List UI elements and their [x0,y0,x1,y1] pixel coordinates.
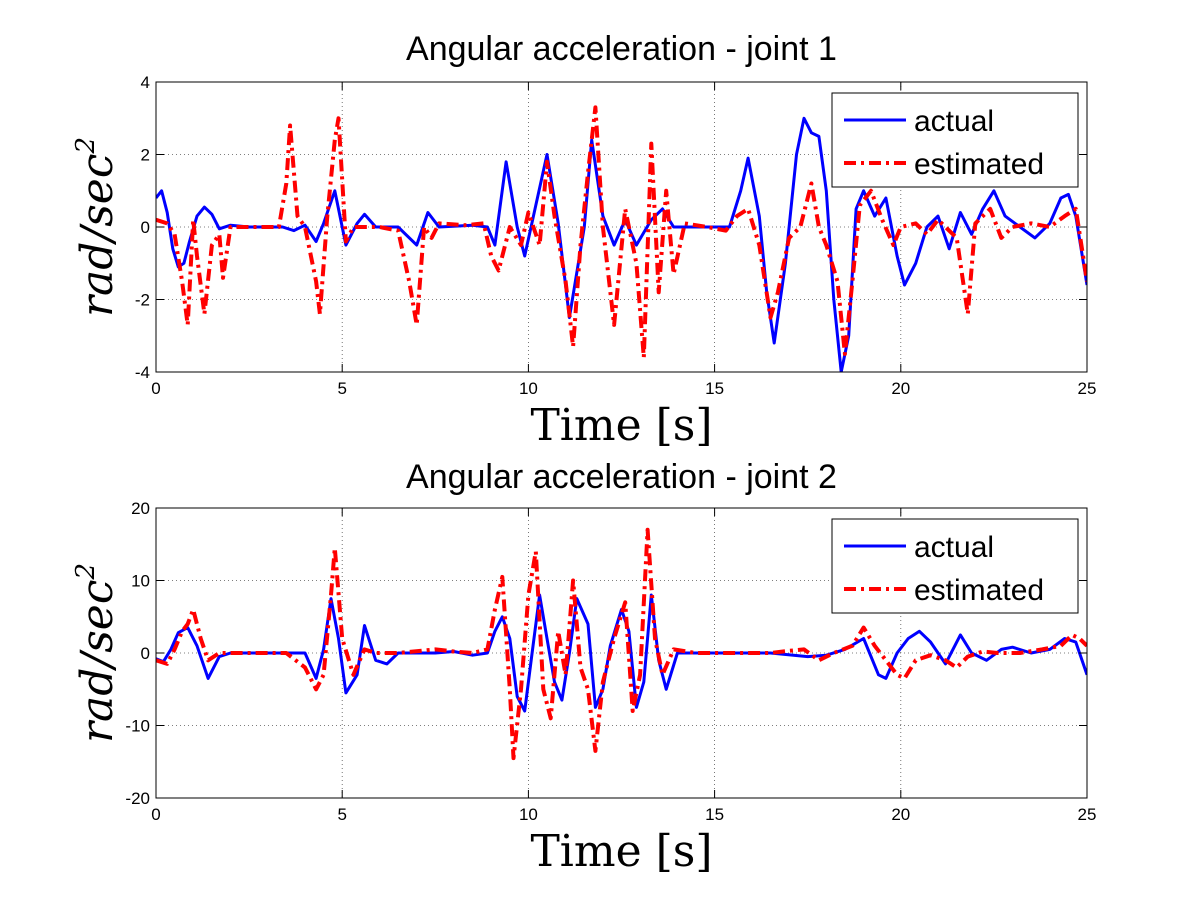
x-tick-label: 20 [891,805,910,824]
y-tick-label: 20 [131,499,150,518]
x-tick-label: 5 [337,379,346,398]
legend: actual estimated [831,92,1079,188]
y-axis-label-exponent: 2 [71,563,101,581]
x-axis-label: Time [s] [530,400,712,451]
y-tick-label: 0 [141,218,150,237]
legend-label-estimated: estimated [914,574,1044,607]
legend-label-estimated: estimated [914,148,1044,181]
series-group [156,527,1087,761]
x-tick-label: 10 [519,379,538,398]
y-axis-label-base: rad/sec [72,580,123,744]
x-tick-label: 20 [891,379,910,398]
y-tick-label: -2 [135,291,150,310]
y-axis-label: rad/sec2 [71,137,123,317]
chart-title: Angular acceleration - joint 1 [406,30,837,68]
y-tick-label: 2 [141,146,150,165]
y-axis-label: rad/sec2 [71,563,123,743]
series-line-estimated [156,105,1087,360]
y-tick-label: 4 [141,73,150,92]
legend-label-actual: actual [914,105,994,138]
y-tick-label: 0 [141,644,150,663]
legend-box [831,518,1079,614]
x-tick-label: 25 [1078,805,1097,824]
plot-joint-2: 0 5 10 15 20 25 -20 -10 0 10 20 Angular acceleratio… [71,458,1096,877]
y-axis-label-base: rad/sec [72,154,123,318]
series-line-actual [156,593,1087,713]
x-tick-label: 5 [337,805,346,824]
legend: actual estimated [831,518,1079,614]
x-tick-label: 15 [705,379,724,398]
x-tick-label: 15 [705,805,724,824]
chart-title: Angular acceleration - joint 2 [406,458,837,496]
y-tick-label: -4 [135,363,150,382]
series-line-estimated [156,527,1087,761]
x-tick-label: 0 [151,805,160,824]
x-tick-label: 10 [519,805,538,824]
legend-label-actual: actual [914,531,994,564]
plot-joint-1: 0 5 10 15 20 25 -4 -2 0 2 4 Angular acceleration - … [71,30,1096,451]
x-axis-label: Time [s] [530,826,712,877]
legend-box [831,92,1079,188]
y-tick-label: -20 [125,789,150,808]
x-tick-label: 25 [1078,379,1097,398]
series-group [156,105,1087,372]
y-axis-label-exponent: 2 [71,137,101,155]
y-tick-label: -10 [125,717,150,736]
x-tick-label: 0 [151,379,160,398]
y-tick-label: 10 [131,572,150,591]
